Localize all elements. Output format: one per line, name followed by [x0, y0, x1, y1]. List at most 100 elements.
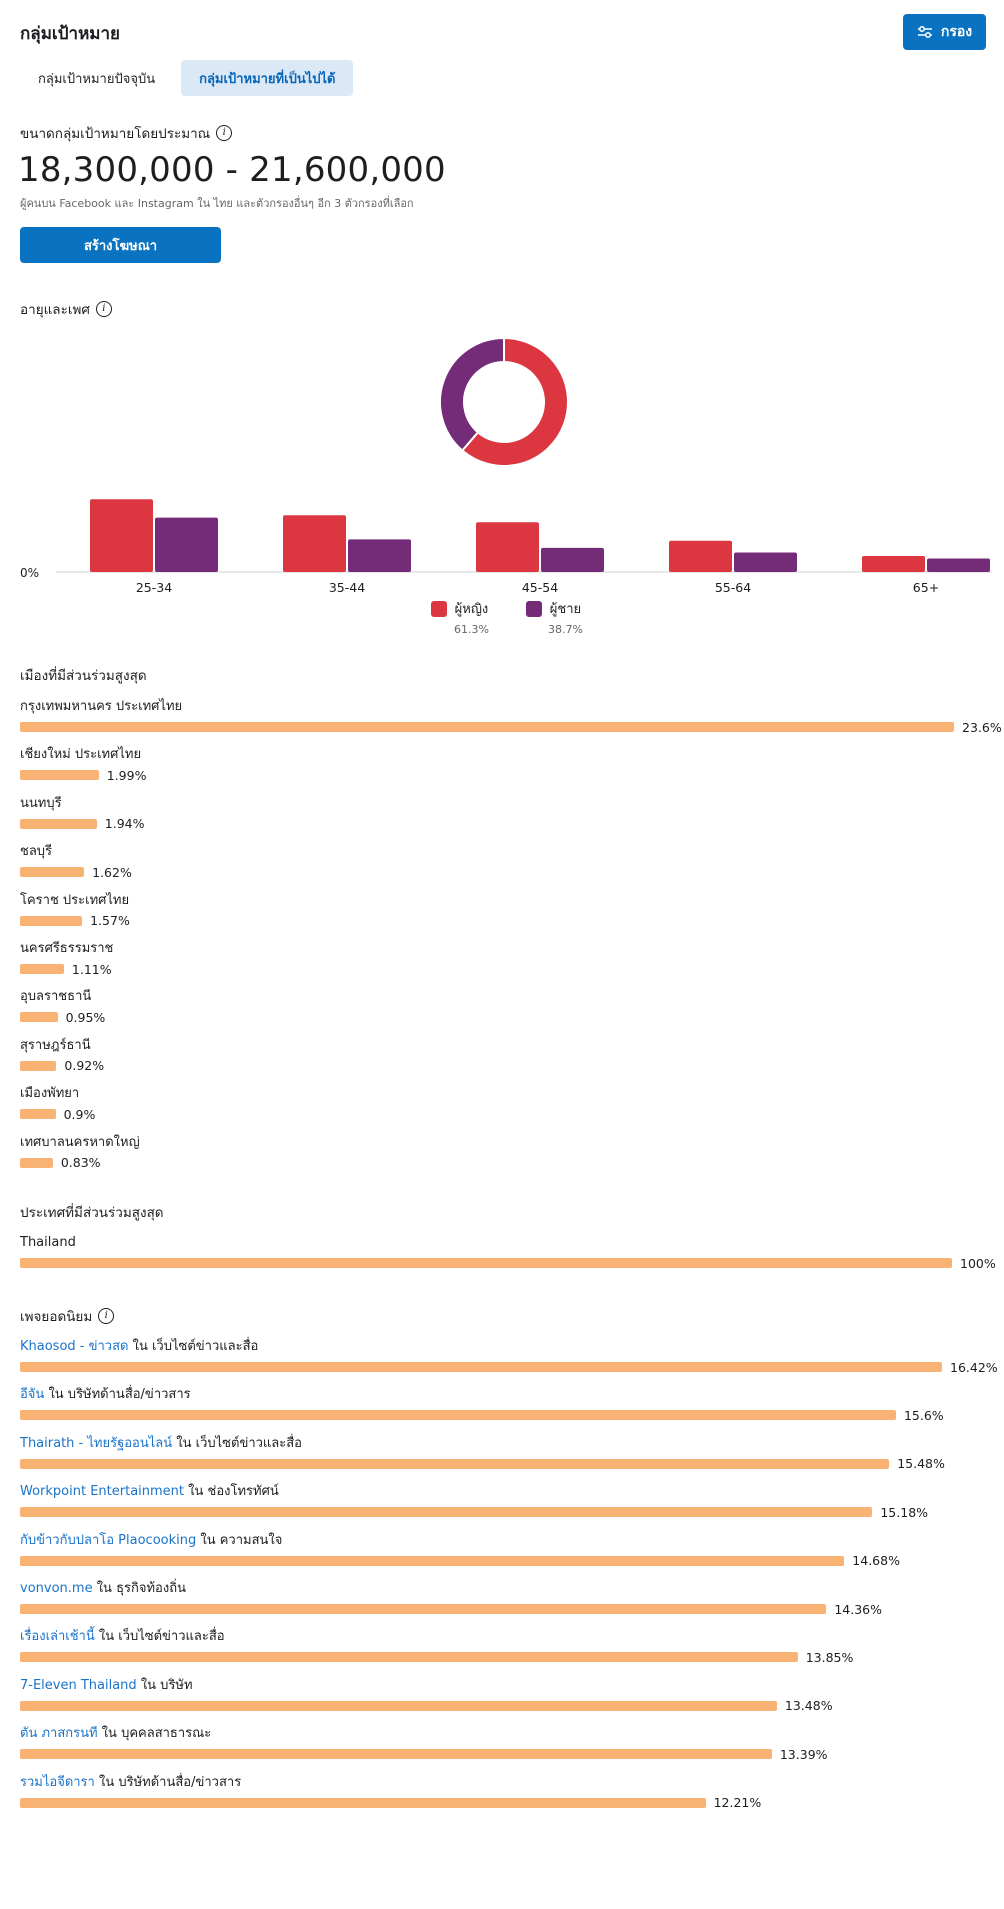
bar-55-64-men[interactable] [734, 552, 797, 572]
page-link[interactable]: 7-Eleven Thailand [20, 1677, 137, 1693]
page-link[interactable]: Workpoint Entertainment [20, 1484, 185, 1500]
page-category: ใน บริษัทด้านสื่อ/ข่าวสาร [44, 1387, 191, 1403]
bar-fill [20, 1458, 890, 1469]
list-item: อุบลราชธานี 0.95% [20, 988, 105, 1025]
bar-row: 1.94% [20, 816, 145, 832]
bar-row: 16.42% [20, 1360, 998, 1375]
bar-25-34-men[interactable] [155, 517, 218, 572]
bar-fill [20, 1157, 53, 1168]
bar-55-64-women[interactable] [669, 540, 732, 572]
page-list-item: Workpoint Entertainment ใน ช่องโทรทัศน์ 1… [20, 1483, 928, 1520]
list-item-label: สุราษฎร์ธานี [20, 1037, 91, 1053]
create-ad-button[interactable]: สร้างโฆษณา [20, 227, 221, 263]
bar-row: 15.18% [20, 1505, 928, 1520]
list-item-label: vonvon.me ใน ธุรกิจท้องถิ่น [20, 1580, 882, 1598]
bar-value: 23.6% [962, 719, 1002, 735]
tab-potential-audience[interactable]: กลุ่มเป้าหมายที่เป็นไปได้ [181, 60, 354, 96]
bar-65+-men[interactable] [927, 558, 990, 572]
bar-fill [20, 770, 99, 781]
audience-tabs: กลุ่มเป้าหมายปัจจุบัน กลุ่มเป้าหมายที่เป… [20, 60, 354, 96]
legend-swatch-women [430, 600, 447, 617]
info-icon[interactable]: i [98, 1308, 115, 1324]
list-item-label: Khaosod - ข่าวสด ใน เว็บไซต์ข่าวและสื่อ [20, 1338, 998, 1356]
bar-row: 23.6% [20, 719, 1002, 735]
info-icon[interactable]: i [216, 125, 233, 141]
page-category: ใน ช่องโทรทัศน์ [184, 1484, 279, 1500]
list-item-label: Thailand [20, 1235, 76, 1250]
bar-value: 1.62% [92, 864, 132, 880]
bar-fill [20, 1012, 58, 1023]
legend-pct-men: 38.7% [548, 623, 583, 636]
bar-fill [20, 867, 85, 878]
top-pages-heading: เพจยอดนิยม i [20, 1305, 115, 1327]
bar-fill [20, 722, 954, 732]
tab-current-audience[interactable]: กลุ่มเป้าหมายปัจจุบัน [38, 71, 156, 87]
bar-row: 1.62% [20, 864, 132, 880]
bar-25-34-women[interactable] [90, 499, 153, 572]
page-link[interactable]: ตัน ภาสกรนที [20, 1726, 98, 1742]
list-item: โคราช ประเทศไทย 1.57% [20, 892, 130, 928]
bar-value: 13.39% [779, 1746, 828, 1762]
bar-value: 0.83% [60, 1155, 101, 1171]
bar-fill [20, 1507, 873, 1518]
page-category: ใน บริษัทด้านสื่อ/ข่าวสาร [94, 1774, 242, 1790]
bar-fill [20, 915, 83, 926]
legend-pct-women: 61.3% [454, 623, 489, 636]
page-category: ใน ความสนใจ [196, 1532, 283, 1548]
filter-button[interactable]: กรอง [903, 14, 986, 50]
bar-value: 14.68% [852, 1553, 900, 1569]
bar-row: 15.6% [20, 1408, 944, 1423]
filter-button-label: กรอง [940, 24, 973, 40]
page-list-item: กับข้าวกับปลาโอ Plaocooking ใน ความสนใจ 1… [20, 1532, 900, 1568]
page-link[interactable]: อีจัน [20, 1387, 45, 1403]
list-item-label: กรุงเทพมหานคร ประเทศไทย [20, 699, 183, 714]
list-item-label: กับข้าวกับปลาโอ Plaocooking ใน ความสนใจ [20, 1532, 900, 1550]
legend-swatch-men [525, 600, 542, 617]
donut-slice-women[interactable] [460, 338, 568, 466]
page-category: ใน บริษัท [136, 1677, 193, 1693]
bar-65+-women[interactable] [862, 556, 925, 572]
list-item-label: นนทบุรี [20, 795, 62, 811]
bar-fill [20, 1652, 798, 1663]
page-link[interactable]: vonvon.me [20, 1581, 93, 1596]
list-item-label: เมืองพัทยา [20, 1086, 80, 1102]
list-item: สุราษฎร์ธานี 0.92% [20, 1037, 104, 1073]
bar-35-44-women[interactable] [283, 515, 346, 572]
bar-value: 13.85% [805, 1649, 854, 1665]
age-gender-bar-chart: 0% 25-34 35-44 45-54 55-64 65+ [20, 499, 992, 595]
info-icon[interactable]: i [95, 301, 112, 317]
audience-size-label: ขนาดกลุ่มเป้าหมายโดยประมาณ [20, 126, 211, 142]
page-list-item: เรื่องเล่าเช้านี้ ใน เว็บไซต์ข่าวและสื่อ… [20, 1628, 854, 1665]
bar-row: 0.83% [20, 1155, 140, 1171]
audience-size-value: 18,300,000 - 21,600,000 [18, 150, 446, 190]
legend-item-men: ผู้ชาย 38.7% [524, 598, 583, 636]
page-list-item: vonvon.me ใน ธุรกิจท้องถิ่น 14.36% [20, 1580, 882, 1617]
list-item: นนทบุรี 1.94% [20, 795, 144, 831]
bar-fill [20, 1109, 56, 1120]
audience-size-heading: ขนาดกลุ่มเป้าหมายโดยประมาณ i [20, 122, 233, 144]
bar-fill [20, 1410, 896, 1421]
audience-size-description: ผู้คนบน Facebook และ Instagram ใน ไทย แล… [20, 197, 414, 210]
page-category: ใน เว็บไซต์ข่าวและสื่อ [94, 1629, 225, 1645]
page-link[interactable]: Khaosod - ข่าวสด [20, 1339, 129, 1354]
bar-value: 1.94% [104, 816, 145, 832]
list-item: เมืองพัทยา 0.9% [20, 1085, 95, 1122]
bar-45-54-men[interactable] [541, 547, 604, 572]
bar-row: 0.92% [20, 1058, 104, 1073]
list-item-label: Thairath - ไทยรัฐออนไลน์ ใน เว็บไซต์ข่าว… [20, 1435, 945, 1453]
list-item-label: รวมไอจีดารา ใน บริษัทด้านสื่อ/ข่าวสาร [20, 1774, 761, 1792]
page-link[interactable]: กับข้าวกับปลาโอ Plaocooking [20, 1532, 197, 1548]
list-item: ชลบุรี 1.62% [20, 843, 132, 880]
bar-35-44-men[interactable] [348, 539, 411, 572]
bar-fill [20, 964, 64, 974]
bar-row: 0.95% [20, 1010, 105, 1025]
age-gender-label: อายุและเพศ [20, 302, 90, 318]
bar-45-54-women[interactable] [476, 522, 539, 572]
page-link[interactable]: Thairath - ไทยรัฐออนไลน์ [20, 1435, 173, 1451]
page-link[interactable]: รวมไอจีดารา [20, 1774, 95, 1790]
x-tick-label: 65+ [913, 580, 939, 595]
page-list-item: ตัน ภาสกรนที ใน บุคคลสาธารณะ 13.39% [20, 1725, 828, 1762]
list-item-label: นครศรีธรรมราช [20, 941, 114, 956]
page-link[interactable]: เรื่องเล่าเช้านี้ [20, 1629, 95, 1645]
donut-slice-men[interactable] [440, 338, 505, 452]
